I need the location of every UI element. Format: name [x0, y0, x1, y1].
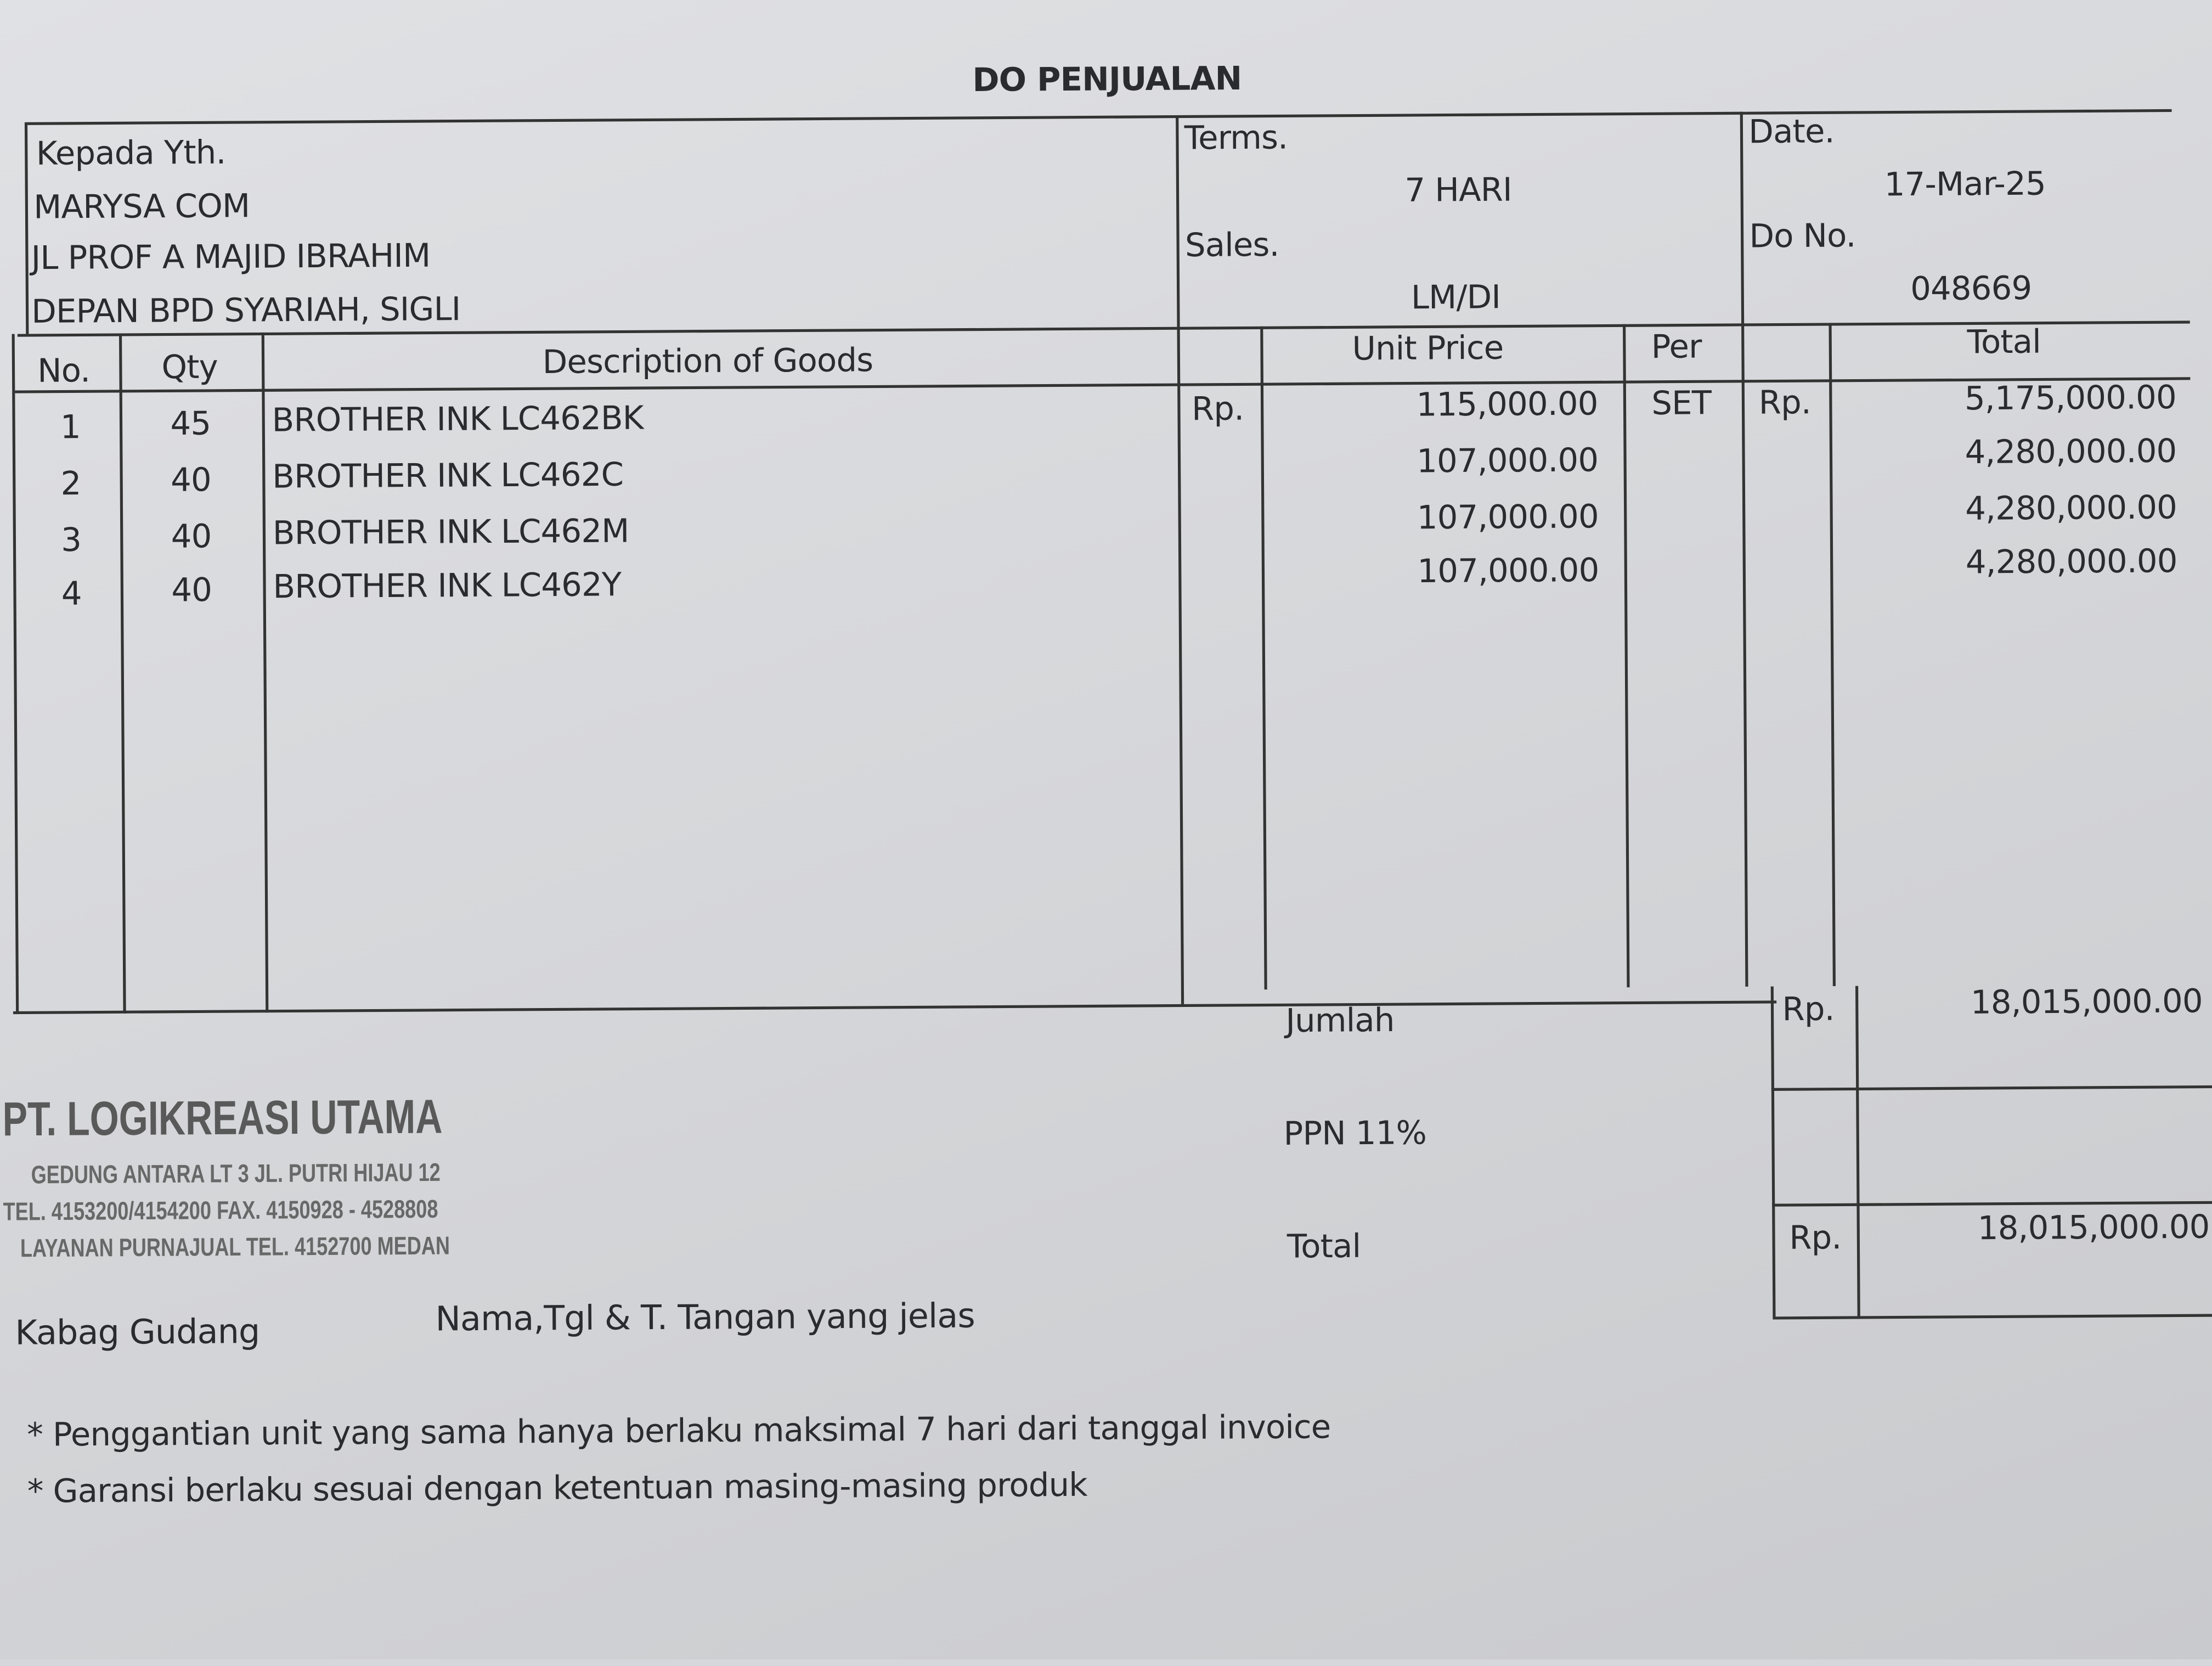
- col-divider-rp: [1260, 326, 1267, 990]
- table-border-left-body: [12, 334, 19, 1015]
- terms-label: Terms.: [1184, 120, 1288, 158]
- recipient-label: Kepada Yth.: [36, 135, 226, 173]
- row-description: BROTHER INK LC462M: [272, 514, 629, 553]
- grand-total-currency: Rp.: [1789, 1220, 1842, 1258]
- note-1: * Penggantian unit yang sama hanya berla…: [27, 1409, 1331, 1455]
- grand-total-value: 18,015,000.00: [1977, 1209, 2210, 1248]
- row-no: 3: [61, 522, 82, 560]
- col-header-qty: Qty: [161, 350, 218, 387]
- row-qty: 40: [171, 572, 212, 610]
- row-unit-price: 107,000.00: [1417, 443, 1599, 481]
- row-description: BROTHER INK LC462C: [272, 457, 624, 497]
- customer-name: MARYSA COM: [33, 188, 250, 227]
- row-unit-price: 115,000.00: [1416, 386, 1598, 425]
- row-total: 4,280,000.00: [1965, 543, 2177, 582]
- note-2: * Garansi berlaku sesuai dengan ketentua…: [27, 1467, 1087, 1511]
- col-divider-no: [119, 333, 126, 1014]
- subtotal-currency: Rp.: [1782, 992, 1835, 1029]
- stamp-company: PT. LOGIKREASI UTAMA: [2, 1090, 443, 1147]
- signature-instruction: Nama,Tgl & T. Tangan yang jelas: [435, 1296, 975, 1339]
- subtotal-label: Jumlah: [1285, 1003, 1395, 1040]
- table-row: 2 40 BROTHER INK LC462C 107,000.00 4,280…: [0, 0, 2208, 503]
- table-row: 3 40 BROTHER INK LC462M 107,000.00 4,280…: [0, 0, 2208, 559]
- terms-value: 7 HARI: [1404, 172, 1513, 210]
- date-label: Date.: [1748, 114, 1835, 151]
- customer-address-1: JL PROF A MAJID IBRAHIM: [31, 238, 431, 278]
- row-qty: 40: [170, 463, 212, 500]
- table-row: 4 40 BROTHER INK LC462Y 107,000.00 4,280…: [0, 0, 2208, 613]
- ppn-value: [1893, 1102, 2203, 1104]
- col-header-description: Description of Goods: [542, 342, 873, 382]
- row-qty: 40: [171, 519, 212, 556]
- row-description: BROTHER INK LC462BK: [272, 401, 644, 440]
- do-number-value: 048669: [1910, 271, 2032, 308]
- table-border-left: [24, 122, 29, 334]
- table-border-bottom: [13, 1000, 1777, 1015]
- ppn-label: PPN 11%: [1283, 1115, 1427, 1153]
- col-header-per: Per: [1651, 329, 1702, 367]
- customer-address-2: DEPAN BPD SYARIAH, SIGLI: [31, 291, 461, 331]
- stamp-service: LAYANAN PURNAJUAL TEL. 4152700 MEDAN: [20, 1231, 450, 1263]
- do-number-label: Do No.: [1749, 218, 1856, 256]
- col-divider-unitprice: [1623, 324, 1630, 988]
- row-total: 4,280,000.00: [1965, 490, 2177, 528]
- column-header-divider: [15, 377, 2191, 393]
- summary-line-1: [1771, 1085, 2212, 1091]
- col-header-no: No.: [37, 353, 91, 391]
- row-per: SET: [1651, 385, 1712, 423]
- col-divider-rp2: [1829, 323, 1836, 986]
- subtotal-value: 18,015,000.00: [1970, 983, 2203, 1022]
- table-border-top: [27, 109, 2172, 125]
- col-header-unit-price: Unit Price: [1352, 330, 1504, 368]
- col-divider-per: [1740, 111, 1748, 987]
- summary-line-2: [1772, 1201, 2212, 1207]
- warehouse-head-label: Kabag Gudang: [15, 1312, 260, 1353]
- row-total: 4,280,000.00: [1965, 434, 2177, 472]
- sales-value: LM/DI: [1410, 279, 1501, 317]
- table-row: 1 45 BROTHER INK LC462BK Rp. 115,000.00 …: [0, 0, 2208, 447]
- row-description: BROTHER INK LC462Y: [273, 567, 622, 606]
- stamp-phone: TEL. 4153200/4154200 FAX. 4150928 - 4528…: [3, 1195, 438, 1226]
- document-title: DO PENJUALAN: [972, 61, 1242, 100]
- date-value: 17-Mar-25: [1884, 166, 2046, 204]
- sales-label: Sales.: [1184, 227, 1279, 265]
- col-divider-desc: [1176, 115, 1184, 1004]
- row-unit-price: 107,000.00: [1417, 499, 1599, 537]
- row-qty: 45: [170, 406, 211, 443]
- grand-total-label: Total: [1286, 1229, 1361, 1267]
- row-no: 4: [61, 576, 82, 614]
- row-no: 2: [60, 466, 81, 503]
- row-no: 1: [60, 409, 81, 447]
- summary-border-left: [1770, 986, 1776, 1320]
- row-total: 5,175,000.00: [1964, 380, 2177, 418]
- row-currency: Rp.: [1191, 391, 1244, 429]
- col-divider-qty: [261, 332, 269, 1013]
- summary-line-bottom: [1775, 1314, 2212, 1320]
- col-header-total: Total: [1967, 324, 2041, 362]
- stamp-address: GEDUNG ANTARA LT 3 JL. PUTRI HIJAU 12: [31, 1158, 441, 1189]
- row-total-currency: Rp.: [1758, 385, 1812, 423]
- row-unit-price: 107,000.00: [1417, 553, 1599, 591]
- summary-divider: [1855, 986, 1860, 1319]
